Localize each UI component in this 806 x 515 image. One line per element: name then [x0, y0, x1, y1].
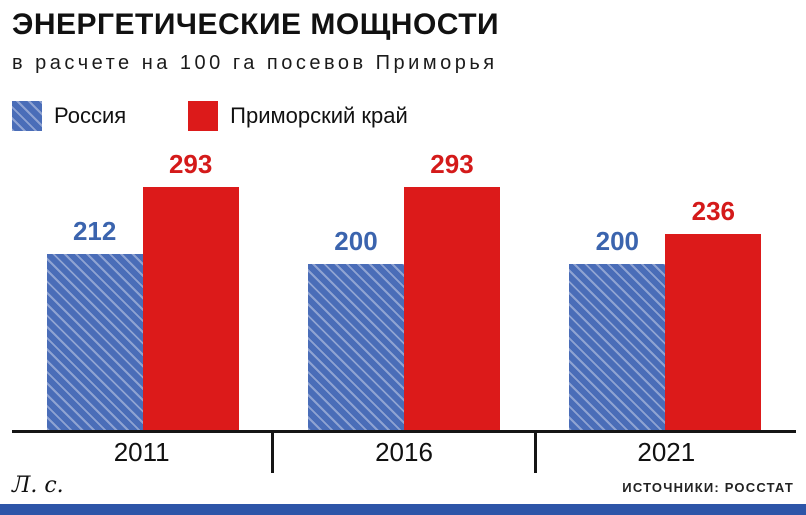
- value-label-russia-2016: 200: [334, 225, 378, 256]
- bar-column: 236: [665, 195, 762, 430]
- page-title: ЭНЕРГЕТИЧЕСКИЕ МОЩНОСТИ: [12, 8, 500, 41]
- bottom-accent-bar: [0, 504, 806, 515]
- value-label-kray-2016: 293: [430, 148, 474, 179]
- value-label-kray-2021: 236: [691, 195, 735, 226]
- bar-column: 293: [403, 148, 500, 430]
- bar-column: 293: [142, 148, 239, 430]
- x-tick-2016: 2016: [274, 432, 537, 473]
- legend-swatch-russia: [12, 100, 42, 131]
- unit-label: Л. с.: [12, 473, 64, 498]
- bar-group-2016: 200 293: [273, 149, 534, 430]
- x-tick-2011: 2011: [12, 432, 275, 473]
- bar-group-2021: 200 236: [535, 196, 796, 430]
- plot-area: 212 293 200 293 200 236: [12, 147, 796, 433]
- bar-chart: 212 293 200 293 200 236 2011 2016 2021: [12, 147, 796, 473]
- bar-group-2011: 212 293: [12, 149, 273, 430]
- bar-kray-2016: [403, 186, 500, 430]
- bar-column: 212: [46, 215, 143, 430]
- value-label-russia-2021: 200: [595, 225, 639, 256]
- bar-russia-2016: [307, 263, 404, 430]
- legend-label-kray: Приморский край: [230, 102, 408, 128]
- footer: Л. с. ИСТОЧНИКИ: РОССТАТ: [12, 473, 794, 498]
- bar-column: 200: [307, 225, 404, 430]
- value-label-kray-2011: 293: [168, 148, 213, 179]
- legend: Россия Приморский край: [12, 100, 796, 131]
- bar-russia-2021: [569, 263, 666, 430]
- bar-russia-2011: [46, 253, 143, 430]
- bar-column: 200: [569, 225, 666, 430]
- x-axis-labels: 2011 2016 2021: [12, 432, 796, 473]
- chart-page: ЭНЕРГЕТИЧЕСКИЕ МОЩНОСТИ в расчете на 100…: [12, 8, 796, 473]
- bar-kray-2021: [665, 233, 762, 430]
- legend-label-russia: Россия: [54, 102, 127, 128]
- source-label: ИСТОЧНИКИ: РОССТАТ: [622, 480, 794, 495]
- x-tick-2021: 2021: [637, 437, 696, 467]
- bar-kray-2011: [142, 186, 239, 430]
- legend-swatch-kray: [188, 100, 219, 131]
- page-subtitle: в расчете на 100 га посевов Приморья: [12, 51, 498, 74]
- value-label-russia-2011: 212: [72, 215, 117, 246]
